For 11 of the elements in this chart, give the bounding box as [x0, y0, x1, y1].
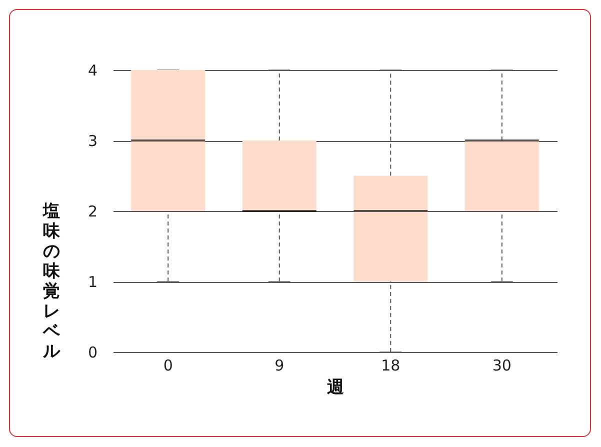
y-tick-label: 0 — [88, 344, 98, 362]
y-axis-title: 塩味の味覚レベル — [42, 202, 61, 362]
x-tick-label: 9 — [274, 356, 284, 374]
y-tick-label: 3 — [88, 132, 98, 150]
x-tick-label: 0 — [163, 356, 173, 374]
y-tick-label: 1 — [88, 273, 98, 291]
x-tick-label: 30 — [492, 356, 512, 374]
x-axis-title: 週 — [326, 378, 344, 398]
y-tick-label: 2 — [88, 202, 98, 220]
x-tick-label: 18 — [381, 356, 400, 374]
y-tick-label: 4 — [88, 62, 98, 80]
